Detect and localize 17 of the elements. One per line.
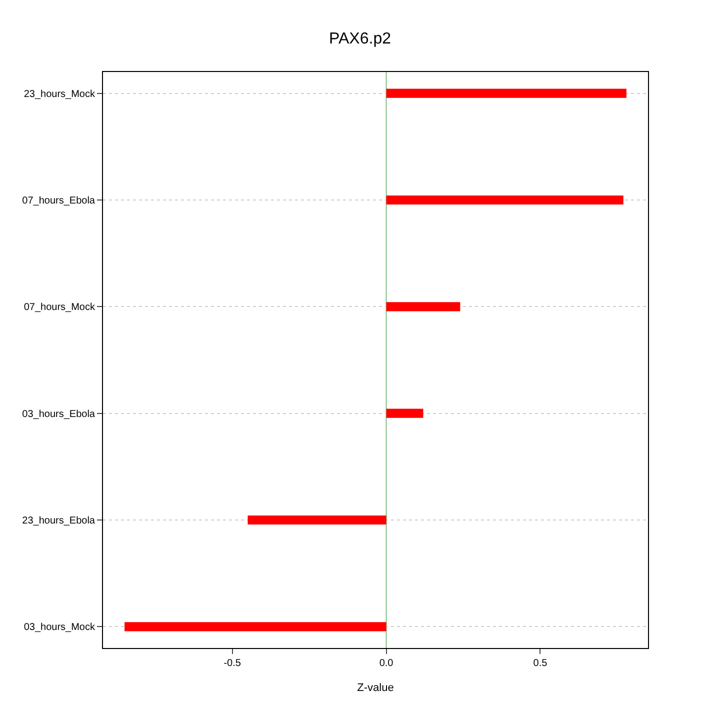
bar [386, 408, 424, 418]
y-tick-label: 03_hours_Ebola [22, 408, 96, 420]
x-tick-label: 0.0 [379, 658, 394, 669]
x-axis-title: Z-value [357, 682, 394, 694]
bar [386, 88, 626, 98]
y-tick-label: 23_hours_Mock [24, 88, 96, 100]
y-tick-label: 07_hours_Ebola [22, 196, 96, 206]
chart-title: PAX6.p2 [329, 30, 392, 48]
x-tick-label: 0.5 [533, 658, 548, 669]
bar [248, 515, 386, 525]
y-tick-label: 23_hours_Ebola [22, 516, 96, 526]
bar [124, 622, 386, 632]
y-tick-label: 03_hours_Mock [24, 622, 96, 634]
bar [386, 195, 624, 205]
y-tick-label: 07_hours_Mock [24, 302, 96, 314]
x-tick-label: -0.5 [224, 658, 242, 669]
bar [386, 302, 460, 312]
